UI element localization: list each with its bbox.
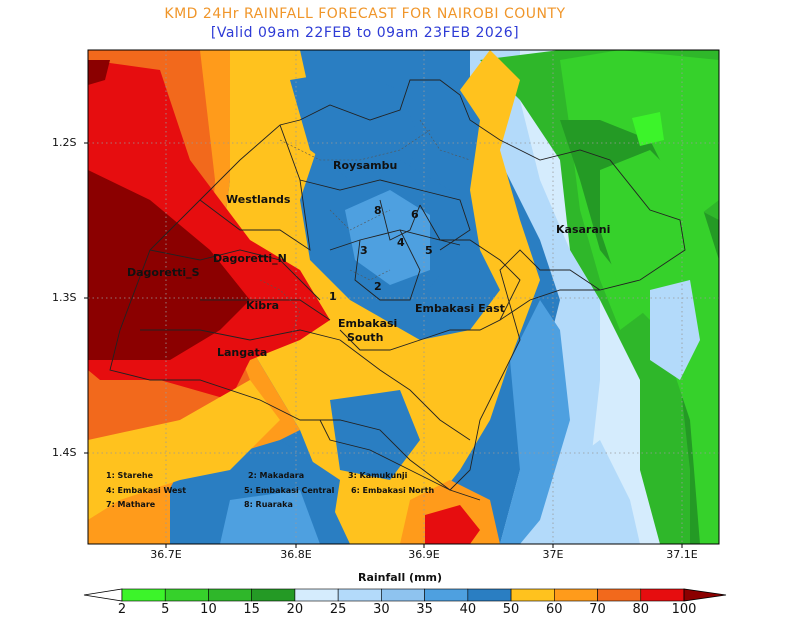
boundary-inner-1 <box>354 229 421 301</box>
x-tick-label: 37E <box>542 548 564 561</box>
county-boundaries <box>109 79 686 501</box>
field-east-blue-patch <box>650 280 700 380</box>
field-darkred-west <box>88 170 250 360</box>
region-label-south: South <box>347 331 384 344</box>
key-item: 4: Embakasi West <box>106 486 187 495</box>
subcounty-number: 6 <box>411 208 419 221</box>
colorbar-tick-label: 30 <box>373 602 390 617</box>
colorbar-tick-label: 15 <box>243 602 260 617</box>
region-label-roysambu: Roysambu <box>333 159 398 172</box>
key-item: 2: Makadara <box>248 471 305 480</box>
key-item: 7: Mathare <box>106 500 156 509</box>
colorbar-tick-label: 25 <box>329 602 347 617</box>
boundary-langata <box>140 329 341 341</box>
field-yellow-central <box>220 50 540 544</box>
x-tick-label: 36.9E <box>408 548 440 561</box>
subcounty-number: 1 <box>329 290 337 303</box>
region-label-embakasi: Embakasi <box>338 317 398 330</box>
field-darkred-nw <box>88 60 110 85</box>
colorbar-tick-label: 60 <box>546 602 563 617</box>
subcounty-number: 4 <box>397 236 405 249</box>
field-lightblue-se <box>500 300 570 544</box>
field-blue-sw-light <box>220 490 320 544</box>
region-label-langata: Langata <box>217 346 268 359</box>
y-tick-label: 1.2S <box>52 136 77 149</box>
colorbar-tick-label: 2 <box>117 602 127 617</box>
boundary-dagoretti <box>149 249 321 301</box>
field-lightblue-bottom <box>560 440 640 544</box>
sub-boundaries <box>259 119 471 341</box>
colorbar-tick-label: 50 <box>502 602 520 617</box>
key-item: 5: Embakasi Central <box>244 486 335 495</box>
field-blue-south <box>330 390 420 480</box>
boundary-south-road <box>339 339 471 441</box>
boundary-roysambu <box>299 179 471 251</box>
boundary-inner-3 <box>419 204 461 246</box>
field-orange-southwest <box>88 490 170 544</box>
key-item: 1: Starehe <box>106 471 154 480</box>
colorbar-tick-label: 20 <box>286 602 304 617</box>
subcounty-number: 3 <box>360 244 368 257</box>
colorbar-tick-label: 100 <box>671 602 697 617</box>
subcounty-number: 5 <box>425 244 433 257</box>
boundary-east <box>499 289 600 321</box>
field-east-bright-green <box>632 112 664 146</box>
y-tick-label: 1.4S <box>52 446 77 459</box>
field-east-inner-green <box>600 150 719 544</box>
colorbar-tick-label: 70 <box>589 602 606 617</box>
colorbar-tick-label: 80 <box>632 602 650 617</box>
map-subtitle: [Valid 09am 22FEB to 09am 23FEB 2026] <box>210 25 520 41</box>
region-label-dagoretti-s: Dagoretti_S <box>127 266 200 279</box>
boundary-inner-2 <box>379 199 421 241</box>
key-item: 6: Embakasi North <box>351 486 435 495</box>
region-label-kasarani: Kasarani <box>556 223 611 236</box>
field-red-south <box>425 505 480 544</box>
region-label-dagoretti-n: Dagoretti_N <box>213 252 287 265</box>
boundary-kibra <box>200 299 331 321</box>
colorbar-tick-label: 10 <box>200 602 217 617</box>
field-yellow-west-band <box>88 380 280 520</box>
colorbar-tick-label: 35 <box>416 602 433 617</box>
field-blue-mid-dark <box>345 190 430 285</box>
axis-ticks <box>84 142 683 548</box>
map-title: KMD 24Hr RAINFALL FORECAST FOR NAIROBI C… <box>164 6 566 22</box>
region-label-westlands: Westlands <box>226 193 291 206</box>
colorbar-tick-label: 40 <box>459 602 477 617</box>
field-blue-north <box>290 70 420 190</box>
boundary-westlands <box>199 124 311 251</box>
key-item: 3: Kamukunji <box>348 471 408 480</box>
boundary-south-road-2 <box>319 419 481 501</box>
county-outline <box>109 79 686 491</box>
subcounty-number: 2 <box>374 280 382 293</box>
colorbar-title: Rainfall (mm) <box>357 571 443 584</box>
region-label-kibra: Kibra <box>246 299 280 312</box>
x-tick-label: 36.8E <box>280 548 312 561</box>
y-tick-label: 1.3S <box>52 291 77 304</box>
key-item: 8: Ruaraka <box>244 500 293 509</box>
rainfall-field <box>88 50 719 544</box>
x-tick-label: 36.7E <box>150 548 182 561</box>
x-tick-label: 37.1E <box>666 548 698 561</box>
region-label-embakasi-east: Embakasi East <box>415 302 505 315</box>
colorbar-tick-label: 5 <box>161 602 170 617</box>
plot-frame <box>87 49 720 545</box>
subcounty-number: 8 <box>374 204 382 217</box>
